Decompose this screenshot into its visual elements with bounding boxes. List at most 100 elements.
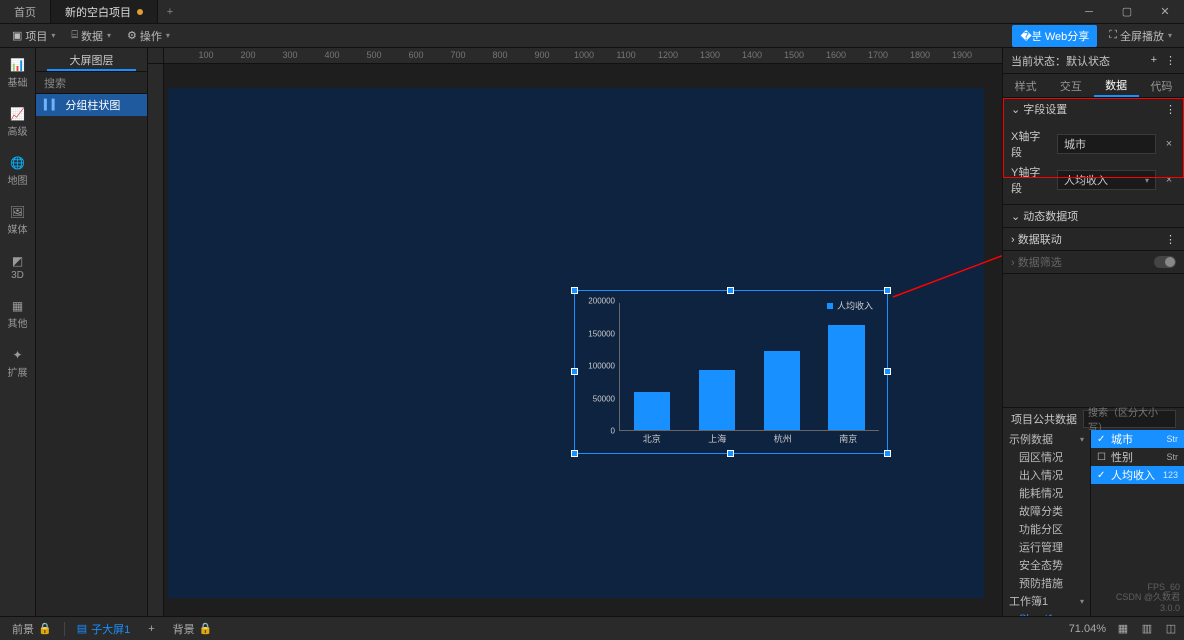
settings-icon[interactable]: ◫ (1164, 622, 1178, 635)
y-field-label: Y轴字段 (1011, 164, 1051, 196)
data-panel-title: 项目公共数据 (1011, 411, 1077, 427)
nav-其他[interactable]: ▦其他 (0, 295, 36, 334)
more-icon[interactable]: ⋮ (1165, 233, 1176, 246)
state-selector[interactable]: 当前状态：默认状态 +⋮ (1003, 48, 1184, 74)
column-item[interactable]: ☐性别Str (1091, 448, 1184, 466)
nav-icon: 📊 (11, 58, 25, 72)
square-icon: ☐ (1097, 452, 1107, 463)
dataset-node[interactable]: 故障分类 (1003, 502, 1090, 520)
tab-home[interactable]: 首页 (0, 0, 51, 23)
bb-subscreen[interactable]: ▤子大屏1 (71, 621, 137, 637)
nav-icon: 🌐 (11, 156, 25, 170)
workbook-node[interactable]: 工作簿1▾ (1003, 592, 1090, 610)
nav-扩展[interactable]: ✦扩展 (0, 344, 36, 383)
resize-handle[interactable] (884, 450, 891, 457)
bb-background[interactable]: 背景🔒 (167, 621, 219, 637)
nav-媒体[interactable]: 🖼媒体 (0, 201, 36, 240)
layer-item-chart[interactable]: ▍▍ 分组柱状图 (36, 94, 147, 116)
dataset-node[interactable]: 运行管理 (1003, 538, 1090, 556)
layer-panel: 大屏图层 搜索 ▍▍ 分组柱状图 (36, 48, 148, 616)
grid-icon[interactable]: ▦ (1116, 622, 1130, 635)
sheet-node[interactable]: Sheet1 (1003, 610, 1090, 616)
ruler-horizontal: 1002003004005006007008009001000110012001… (164, 48, 1002, 64)
screen-icon: ▤ (77, 622, 87, 635)
close-button[interactable]: ✕ (1146, 0, 1184, 23)
resize-handle[interactable] (727, 287, 734, 294)
dataset-node[interactable]: 出入情况 (1003, 466, 1090, 484)
watermark: FPS_60 CSDN @久数君 3.0.0 (1116, 582, 1180, 614)
resize-handle[interactable] (571, 450, 578, 457)
bar (764, 351, 800, 430)
nav-rail: 📊基础 📈高级 🌐地图 🖼媒体 ◩3D ▦其他 ✦扩展 (0, 48, 36, 616)
bottom-bar: 前景🔒 ▤子大屏1 + 背景🔒 71.04% ▦ ▥ ◫ (0, 616, 1184, 640)
tab-代码[interactable]: 代码 (1139, 74, 1184, 97)
nav-icon: ▦ (11, 299, 25, 313)
nav-icon: 🖼 (11, 205, 25, 219)
section-dynamic-header[interactable]: ⌄ 动态数据项 (1003, 205, 1184, 227)
tab-样式[interactable]: 样式 (1003, 74, 1048, 97)
dataset-root[interactable]: 示例数据▾ (1003, 430, 1090, 448)
menu-operate[interactable]: ⚙ 操作▾ (121, 28, 176, 44)
add-tab-button[interactable]: + (158, 0, 182, 23)
toolbar: ▣ 项目▾ ⌸ 数据▾ ⚙ 操作▾ �분Web分享 ⛶全屏播放▾ (0, 24, 1184, 48)
fullscreen-button[interactable]: ⛶全屏播放▾ (1103, 28, 1178, 44)
tab-project[interactable]: 新的空白项目 (51, 0, 158, 23)
add-subscreen-button[interactable]: + (142, 623, 160, 635)
share-icon: �분 (1020, 28, 1041, 44)
nav-基础[interactable]: 📊基础 (0, 54, 36, 93)
filter-toggle[interactable] (1154, 256, 1176, 268)
x-label: 北京 (643, 432, 661, 445)
minimize-button[interactable]: ─ (1070, 0, 1108, 23)
dataset-tree[interactable]: 示例数据▾园区情况出入情况能耗情况故障分类功能分区运行管理安全态势预防措施工作簿… (1003, 430, 1091, 616)
dataset-node[interactable]: 安全态势 (1003, 556, 1090, 574)
column-item[interactable]: ✓城市Str (1091, 430, 1184, 448)
resize-handle[interactable] (571, 368, 578, 375)
properties-panel: 当前状态：默认状态 +⋮ 样式交互数据代码 ⌄ 字段设置⋮ X轴字段 城市 × … (1002, 48, 1184, 616)
clear-x-button[interactable]: × (1162, 138, 1176, 150)
bb-foreground[interactable]: 前景🔒 (6, 621, 58, 637)
dataset-node[interactable]: 功能分区 (1003, 520, 1090, 538)
dataset-node[interactable]: 能耗情况 (1003, 484, 1090, 502)
resize-handle[interactable] (571, 287, 578, 294)
chart-selection[interactable]: 人均收入 050000100000150000200000 北京上海杭州南京 (574, 290, 888, 454)
nav-icon: ◩ (11, 254, 25, 268)
bar (634, 392, 670, 430)
dataset-node[interactable]: 园区情况 (1003, 448, 1090, 466)
resize-handle[interactable] (884, 287, 891, 294)
maximize-button[interactable]: ▢ (1108, 0, 1146, 23)
chart-y-axis: 050000100000150000200000 (583, 303, 619, 431)
section-link-header[interactable]: › 数据联动⋮ (1003, 228, 1184, 250)
web-share-button[interactable]: �분Web分享 (1012, 25, 1097, 47)
chart-plot (619, 303, 879, 431)
add-state-button[interactable]: + (1151, 54, 1157, 67)
x-field-input[interactable]: 城市 (1057, 134, 1156, 154)
tab-交互[interactable]: 交互 (1048, 74, 1093, 97)
tab-数据[interactable]: 数据 (1094, 74, 1139, 97)
nav-地图[interactable]: 🌐地图 (0, 152, 36, 191)
resize-handle[interactable] (727, 450, 734, 457)
section-fields-header[interactable]: ⌄ 字段设置⋮ (1003, 98, 1184, 120)
column-item[interactable]: ✓人均收入123 (1091, 466, 1184, 484)
section-filter-header[interactable]: › 数据筛选 (1003, 251, 1184, 273)
nav-icon: 📈 (11, 107, 25, 121)
menu-project[interactable]: ▣ 项目▾ (6, 28, 61, 44)
ruler-corner (148, 48, 164, 64)
layer-search[interactable]: 搜索 (36, 72, 147, 94)
x-label: 南京 (839, 432, 857, 445)
data-search-input[interactable]: 搜索（区分大小写） (1083, 410, 1176, 428)
nav-高级[interactable]: 📈高级 (0, 103, 36, 142)
clear-y-button[interactable]: × (1162, 174, 1176, 186)
state-menu-button[interactable]: ⋮ (1165, 54, 1176, 67)
layout-icon[interactable]: ▥ (1140, 622, 1154, 635)
menu-data[interactable]: ⌸ 数据▾ (65, 28, 117, 44)
nav-3D[interactable]: ◩3D (0, 250, 36, 285)
section-fields: ⌄ 字段设置⋮ X轴字段 城市 × Y轴字段 人均收入▾ × (1003, 98, 1184, 205)
bar (699, 370, 735, 430)
layer-panel-title: 大屏图层 (36, 48, 147, 72)
resize-handle[interactable] (884, 368, 891, 375)
canvas[interactable]: 1002003004005006007008009001000110012001… (148, 48, 1002, 616)
more-icon[interactable]: ⋮ (1165, 103, 1176, 116)
x-field-label: X轴字段 (1011, 128, 1051, 160)
y-field-input[interactable]: 人均收入▾ (1057, 170, 1156, 190)
dataset-node[interactable]: 预防措施 (1003, 574, 1090, 592)
